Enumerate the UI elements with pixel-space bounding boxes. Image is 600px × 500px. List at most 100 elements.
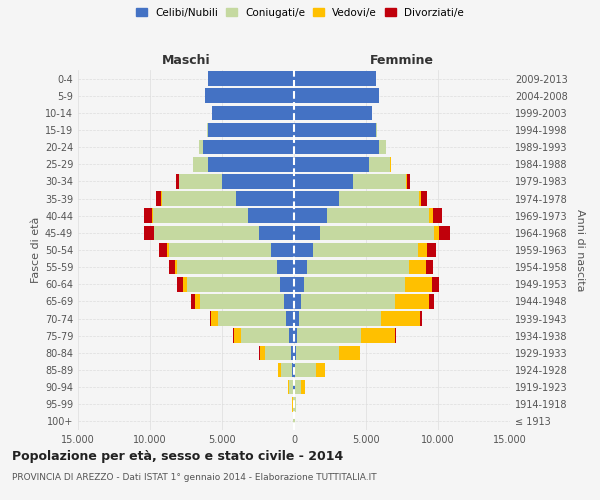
Y-axis label: Fasce di età: Fasce di età xyxy=(31,217,41,283)
Bar xyxy=(405,277,432,291)
Bar xyxy=(280,277,294,291)
Bar xyxy=(427,242,436,258)
Bar xyxy=(234,328,241,343)
Bar xyxy=(179,174,222,188)
Bar xyxy=(313,242,418,258)
Bar xyxy=(265,346,291,360)
Bar xyxy=(169,242,271,258)
Bar xyxy=(271,242,294,258)
Bar xyxy=(294,277,304,291)
Bar xyxy=(418,242,427,258)
Bar xyxy=(294,328,297,343)
Bar xyxy=(294,294,301,308)
Bar xyxy=(153,208,248,223)
Bar xyxy=(294,122,376,138)
Bar xyxy=(299,312,381,326)
Bar xyxy=(297,328,361,343)
Bar xyxy=(294,208,327,223)
Bar xyxy=(294,88,379,103)
Bar xyxy=(294,140,379,154)
Bar xyxy=(432,277,439,291)
Bar xyxy=(178,260,277,274)
Bar xyxy=(291,346,294,360)
Bar xyxy=(301,294,395,308)
Bar xyxy=(177,277,182,291)
Bar xyxy=(320,226,434,240)
Bar xyxy=(259,226,294,240)
Bar xyxy=(379,140,386,154)
Bar xyxy=(419,192,421,206)
Bar xyxy=(295,397,296,411)
Bar xyxy=(359,346,361,360)
Bar xyxy=(193,157,208,172)
Bar xyxy=(187,277,280,291)
Bar xyxy=(406,174,407,188)
Bar xyxy=(295,380,301,394)
Bar xyxy=(369,157,391,172)
Bar xyxy=(292,362,294,378)
Bar xyxy=(294,226,320,240)
Bar xyxy=(430,294,434,308)
Bar xyxy=(427,260,433,274)
Bar xyxy=(420,312,422,326)
Bar xyxy=(236,192,294,206)
Bar xyxy=(222,174,294,188)
Bar xyxy=(278,362,281,378)
Bar xyxy=(301,380,305,394)
Bar xyxy=(294,362,295,378)
Bar xyxy=(294,72,376,86)
Bar xyxy=(208,72,294,86)
Bar xyxy=(294,260,307,274)
Bar xyxy=(144,226,154,240)
Text: Maschi: Maschi xyxy=(161,54,211,66)
Bar xyxy=(296,346,340,360)
Bar xyxy=(289,380,293,394)
Bar xyxy=(176,174,179,188)
Bar xyxy=(212,106,294,120)
Bar xyxy=(353,174,406,188)
Y-axis label: Anni di nascita: Anni di nascita xyxy=(575,209,584,291)
Bar xyxy=(175,260,178,274)
Bar xyxy=(199,140,203,154)
Bar xyxy=(430,208,433,223)
Bar xyxy=(154,226,259,240)
Bar xyxy=(409,260,427,274)
Bar xyxy=(376,122,377,138)
Bar xyxy=(294,312,299,326)
Bar xyxy=(295,362,316,378)
Bar xyxy=(434,226,439,240)
Text: Popolazione per età, sesso e stato civile - 2014: Popolazione per età, sesso e stato civil… xyxy=(12,450,343,463)
Bar xyxy=(433,208,442,223)
Bar xyxy=(169,260,175,274)
Bar xyxy=(161,192,236,206)
Bar xyxy=(421,192,427,206)
Bar xyxy=(233,328,234,343)
Bar xyxy=(294,380,295,394)
Bar xyxy=(381,312,420,326)
Bar xyxy=(248,208,294,223)
Bar xyxy=(338,192,419,206)
Text: Femmine: Femmine xyxy=(370,54,434,66)
Bar xyxy=(395,328,397,343)
Bar xyxy=(155,192,161,206)
Legend: Celibi/Nubili, Coniugati/e, Vedovi/e, Divorziati/e: Celibi/Nubili, Coniugati/e, Vedovi/e, Di… xyxy=(136,8,464,18)
Bar xyxy=(200,294,284,308)
Bar xyxy=(294,106,372,120)
Bar xyxy=(294,157,369,172)
Bar xyxy=(218,312,286,326)
Bar xyxy=(159,242,167,258)
Bar xyxy=(208,157,294,172)
Bar xyxy=(281,362,292,378)
Bar xyxy=(395,294,430,308)
Bar xyxy=(284,294,294,308)
Bar xyxy=(293,380,294,394)
Bar xyxy=(195,294,200,308)
Bar xyxy=(304,277,405,291)
Bar xyxy=(205,88,294,103)
Bar xyxy=(439,226,451,240)
Bar xyxy=(211,312,218,326)
Bar xyxy=(167,242,169,258)
Bar xyxy=(294,242,313,258)
Bar xyxy=(203,140,294,154)
Bar xyxy=(340,346,359,360)
